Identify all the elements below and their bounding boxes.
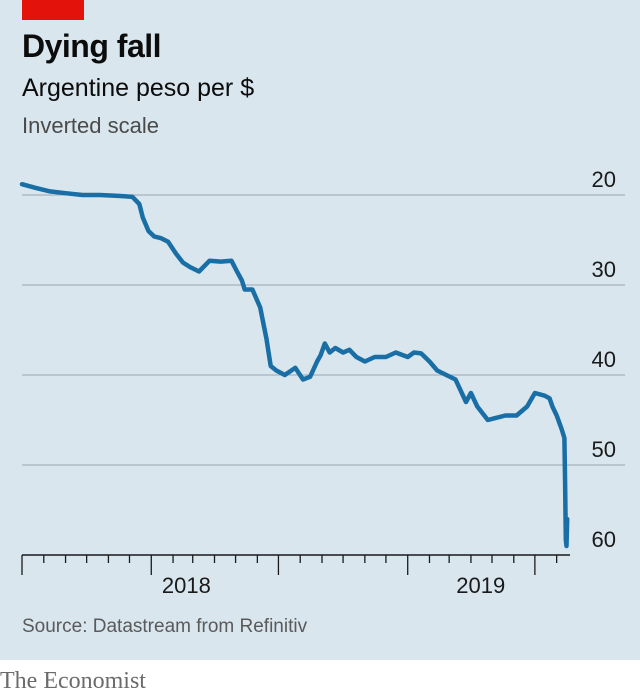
scale-note: Inverted scale bbox=[22, 113, 159, 138]
y-tick-label: 30 bbox=[592, 257, 616, 282]
publisher-logo: The Economist bbox=[0, 668, 146, 694]
chart-svg: 20 30 40 50 60 2018 2019 bbox=[19, 167, 625, 598]
chart-title: Dying fall bbox=[22, 28, 162, 64]
y-tick-label: 20 bbox=[592, 167, 616, 192]
tick-labels: 20 30 40 50 60 2018 2019 bbox=[162, 167, 616, 598]
x-axis bbox=[21, 554, 570, 575]
x-tick-label: 2019 bbox=[456, 573, 505, 598]
series-layer bbox=[19, 181, 570, 549]
brand-tag bbox=[22, 0, 84, 20]
y-tick-label: 50 bbox=[592, 437, 616, 462]
series-line bbox=[19, 181, 570, 549]
gridlines bbox=[22, 194, 625, 466]
y-tick-label: 40 bbox=[592, 347, 616, 372]
source-note: Source: Datastream from Refinitiv bbox=[22, 616, 308, 637]
chart-subtitle: Argentine peso per $ bbox=[22, 74, 255, 102]
y-tick-label: 60 bbox=[592, 527, 616, 552]
chart-panel bbox=[0, 0, 640, 660]
x-tick-label: 2018 bbox=[162, 573, 211, 598]
